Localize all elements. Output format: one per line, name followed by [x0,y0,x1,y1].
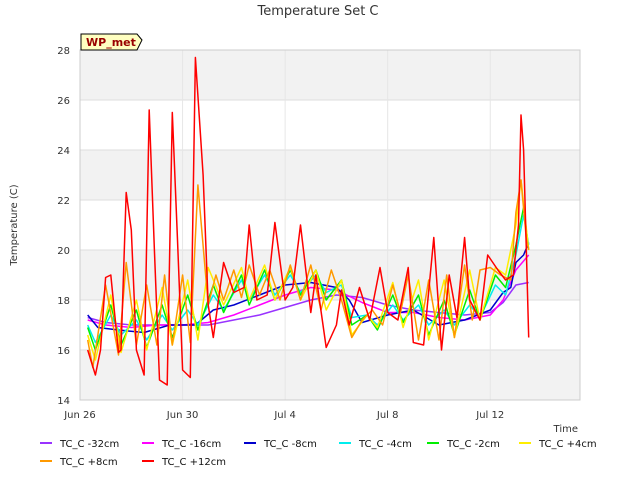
x-tick-label: Jun 26 [63,410,96,421]
series-line-tc-c-plus8cm [86,179,530,369]
y-band [80,200,580,250]
plot-frame [79,49,581,401]
y-axis-label: Temperature (C) [9,184,20,266]
legend-item-tc-c-plus8cm: TC_C +8cm [40,457,118,468]
x-axis-ticks: Jun 26 Jun 30 Jul 4 Jul 8 Jul 12 [63,410,504,421]
x-tick-label: Jul 12 [475,410,504,421]
y-tick-label: 24 [57,146,70,157]
y-tick-label: 26 [57,96,70,107]
y-tick-label: 14 [57,396,70,407]
x-axis-label: Time [553,424,578,435]
legend-item-tc-c-8cm: TC_C -8cm [244,439,317,450]
plot-background-bands [80,50,580,400]
y-band [80,100,580,150]
y-axis-ticks: 14 16 18 20 22 24 26 28 [57,46,70,407]
series-lines [86,56,530,386]
legend-item-tc-c-2cm: TC_C -2cm [427,439,500,450]
legend-item-tc-c-32cm: TC_C -32cm [40,439,119,450]
chart-title: Temperature Set C [256,4,378,19]
x-tick-label: Jul 4 [273,410,296,421]
y-tick-label: 28 [57,46,70,57]
series-line-tc-c-plus4cm [86,179,530,361]
y-band [80,50,580,100]
y-tick-label: 16 [57,346,70,357]
legend-label: TC_C +4cm [538,439,597,450]
legend-item-tc-c-plus4cm: TC_C +4cm [519,439,597,450]
legend-label: TC_C +12cm [161,457,226,468]
legend-item-tc-c-plus12cm: TC_C +12cm [142,457,226,468]
legend-label: TC_C +8cm [59,457,118,468]
legend-label: TC_C -16cm [161,439,221,450]
site-badge-box [80,33,143,51]
legend-label: TC_C -4cm [358,439,412,450]
series-line-tc-c-plus12cm [86,56,530,386]
y-band [80,350,580,400]
site-badge-label: WP_met [86,36,136,49]
legend-label: TC_C -2cm [446,439,500,450]
y-band [80,150,580,200]
legend-item-tc-c-4cm: TC_C -4cm [339,439,412,450]
x-tick-label: Jun 30 [166,410,199,421]
site-badge: WP_met [80,33,143,51]
y-tick-label: 20 [57,246,70,257]
y-tick-label: 22 [57,196,70,207]
legend: TC_C -32cm TC_C -16cm TC_C -8cm TC_C -4cm TC… [40,439,597,468]
x-tick-label: Jul 8 [376,410,399,421]
y-tick-label: 18 [57,296,70,307]
legend-item-tc-c-16cm: TC_C -16cm [142,439,221,450]
legend-label: TC_C -8cm [263,439,317,450]
legend-label: TC_C -32cm [59,439,119,450]
